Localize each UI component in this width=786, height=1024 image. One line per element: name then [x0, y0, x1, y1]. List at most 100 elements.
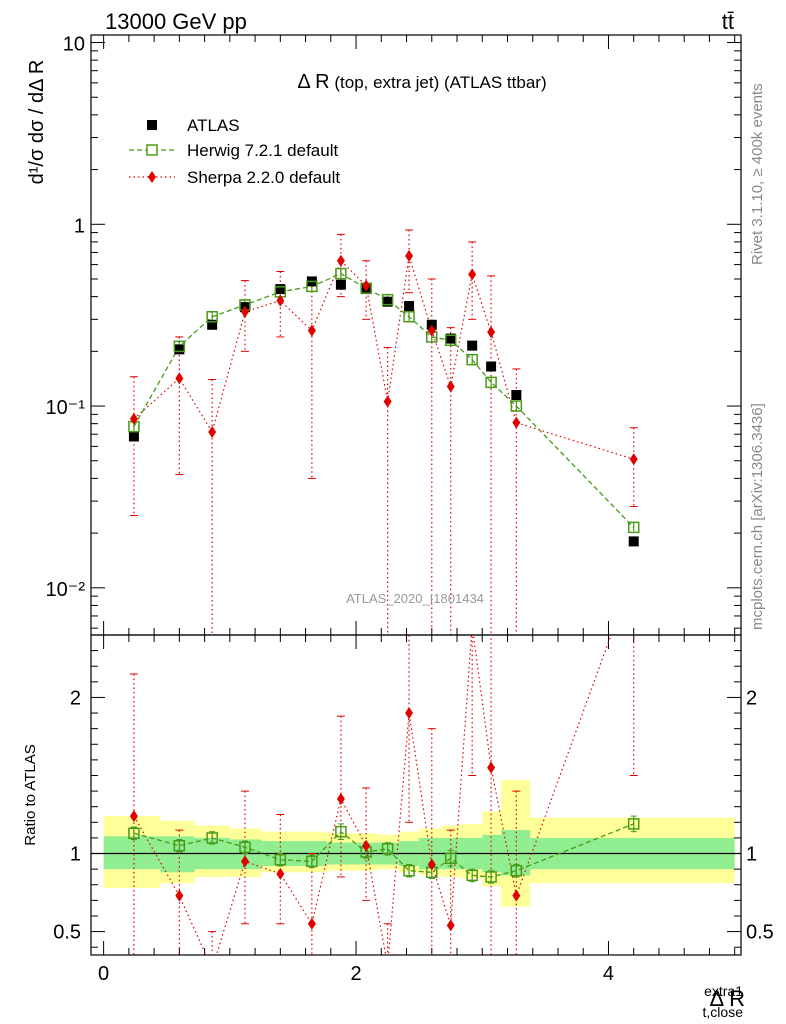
- legend-item-2: Sherpa 2.2.0 default: [129, 168, 340, 187]
- sherpa-point: [446, 380, 455, 393]
- sherpa-point: [129, 412, 138, 425]
- sherpa-ratio-point: [336, 792, 345, 805]
- main-y-tick-label: 1: [74, 215, 85, 237]
- herwig-point: [466, 353, 478, 366]
- sherpa-ratio-point: [427, 858, 436, 871]
- ratio-band-green: [501, 830, 531, 876]
- atlas-point: [628, 536, 639, 547]
- ratio-y-tick-label: 1: [70, 844, 81, 866]
- herwig-point: [381, 293, 394, 306]
- atlas-point: [486, 361, 497, 372]
- ratio-series: [128, 635, 640, 955]
- ratio-y-tick-label-right: 2: [746, 687, 757, 709]
- legend-label: ATLAS: [187, 116, 240, 135]
- legend-marker: [147, 120, 157, 130]
- x-tick-label: 0: [98, 963, 109, 985]
- ratio-y-tick-label: 0.5: [53, 922, 81, 944]
- sherpa-ratio-point: [405, 707, 414, 720]
- sherpa-point: [427, 324, 436, 337]
- herwig-point: [485, 376, 497, 389]
- herwig-point: [510, 400, 523, 412]
- legend: ATLAS Herwig 7.2.1 default Sherpa 2.2.0 de…: [129, 116, 340, 187]
- sherpa-point: [307, 324, 316, 337]
- herwig-ratio-point: [335, 825, 347, 838]
- atlas-point: [404, 301, 415, 312]
- main-title-rest: (top, extra jet) (ATLAS ttbar): [334, 73, 546, 92]
- sherpa-ratio-point: [129, 810, 138, 823]
- legend-marker: [146, 144, 158, 156]
- herwig-point: [206, 310, 218, 323]
- atlas-point: [275, 284, 286, 295]
- atlas-point: [382, 296, 393, 307]
- ratio-y-tick-label-right: 0.5: [746, 922, 774, 944]
- atlas-point: [445, 333, 456, 344]
- herwig-ratio-point: [306, 855, 318, 868]
- herwig-point: [306, 280, 318, 293]
- svg-text:Δ R (top, extra jet) (AT: Δ R (top, extra jet) (ATLAS ttbar): [297, 71, 546, 93]
- ratio-y-tick-label-right: 1: [746, 844, 757, 866]
- herwig-ratio-point: [173, 839, 186, 852]
- herwig-ratio-point: [128, 827, 140, 839]
- atlas-point: [207, 319, 218, 330]
- ratio-band-green: [103, 836, 161, 870]
- x-axis-label-sub: t,close: [703, 1004, 744, 1020]
- analysis-watermark: ATLAS_2020_I1801434: [346, 591, 484, 606]
- herwig-point: [173, 340, 186, 353]
- x-axis-label: Δ R: [710, 986, 745, 1011]
- sherpa-point: [629, 453, 638, 466]
- main-y-tick-label: 10⁻²: [46, 579, 86, 601]
- sherpa-ratio-line: [133, 635, 612, 955]
- sherpa-point: [208, 425, 217, 438]
- herwig-ratio-point: [444, 852, 457, 864]
- ratio-axes: 0.5 0.5 1 1 2 2 0 2 4: [53, 634, 774, 985]
- main-series: [128, 229, 640, 635]
- sherpa-ratio-point: [276, 867, 285, 880]
- sherpa-point: [487, 326, 496, 339]
- atlas-point: [174, 344, 185, 355]
- x-axis-label-sup: extra1: [704, 983, 743, 999]
- atlas-point: [467, 340, 478, 351]
- sherpa-point: [468, 268, 477, 281]
- ratio-y-tick-label: 2: [70, 687, 81, 709]
- sherpa-ratio-point: [307, 917, 316, 930]
- herwig-ratio-point: [403, 864, 415, 877]
- sherpa-point: [512, 416, 521, 429]
- legend-label: Sherpa 2.2.0 default: [187, 168, 340, 187]
- process-label: tt̄: [722, 9, 734, 34]
- main-y-tick-label: 10: [63, 34, 85, 56]
- sherpa-line: [133, 255, 634, 460]
- legend-label: Herwig 7.2.1 default: [187, 141, 338, 160]
- herwig-ratio-point: [381, 843, 394, 855]
- sherpa-point: [336, 254, 345, 267]
- sherpa-ratio-point: [487, 761, 496, 774]
- energy-label: 13000 GeV pp: [105, 9, 247, 34]
- herwig-point: [335, 267, 347, 280]
- main-ylabel: d¹/σ dσ / dΔ R: [26, 60, 48, 185]
- ratio-ylabel: Ratio to ATLAS: [22, 744, 39, 845]
- herwig-line: [133, 272, 635, 528]
- herwig-ratio-point: [239, 841, 251, 854]
- sherpa-point: [240, 305, 249, 318]
- ratio-frame: [90, 634, 742, 956]
- herwig-ratio-point: [206, 832, 218, 844]
- main-y-tick-label: 10⁻¹: [46, 397, 86, 419]
- atlas-point: [511, 390, 522, 401]
- herwig-point: [403, 310, 415, 323]
- sherpa-point: [362, 279, 371, 292]
- side-label-rivet: Rivet 3.1.10, ≥ 400k events: [749, 83, 766, 265]
- legend-item-1: Herwig 7.2.1 default: [129, 141, 338, 160]
- herwig-ratio-line: [133, 823, 634, 878]
- sherpa-point: [405, 249, 414, 262]
- sherpa-ratio-point: [175, 889, 184, 902]
- main-title-big: Δ R: [297, 71, 329, 93]
- legend-marker: [148, 171, 156, 183]
- sherpa-ratio-point: [240, 855, 249, 868]
- ratio-bands: [103, 780, 735, 907]
- herwig-ratio-point: [627, 818, 640, 830]
- herwig-ratio-point: [510, 864, 523, 877]
- sherpa-point: [383, 395, 392, 408]
- sherpa-ratio-point: [362, 839, 371, 852]
- svg-text:d¹/σ dσ / dΔ R: d¹/σ dσ / dΔ R: [26, 60, 48, 185]
- herwig-ratio-point: [485, 871, 497, 883]
